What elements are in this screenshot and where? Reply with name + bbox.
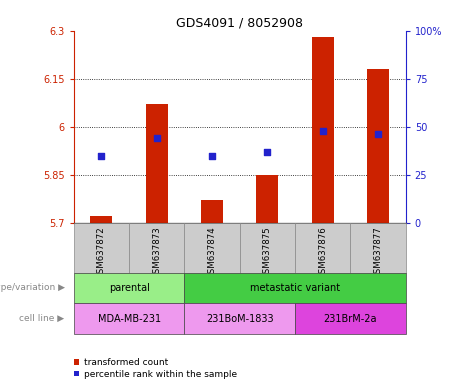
Text: cell line ▶: cell line ▶ (19, 314, 65, 323)
Text: transformed count: transformed count (84, 358, 168, 367)
Bar (184, 223, 240, 273)
Bar (295, 223, 350, 273)
Text: 231BrM-2a: 231BrM-2a (324, 314, 377, 324)
Point (153, 135, 160, 141)
Bar (129, 223, 184, 273)
Point (98, 152, 105, 159)
Bar (146, 104, 168, 223)
Bar (184, 273, 406, 303)
Text: metastatic variant: metastatic variant (250, 283, 340, 293)
Bar (350, 223, 406, 273)
Bar (201, 200, 223, 223)
Text: genotype/variation ▶: genotype/variation ▶ (0, 283, 65, 293)
Bar (367, 69, 389, 223)
Text: percentile rank within the sample: percentile rank within the sample (84, 370, 237, 379)
Text: GSM637874: GSM637874 (207, 227, 217, 280)
Text: GSM637873: GSM637873 (152, 227, 161, 280)
Point (264, 149, 271, 155)
Point (374, 131, 382, 137)
Point (208, 152, 216, 159)
Bar (74, 303, 184, 334)
Text: GSM637876: GSM637876 (318, 227, 327, 280)
Point (319, 127, 326, 134)
Text: GSM637872: GSM637872 (97, 227, 106, 280)
Bar (240, 223, 295, 273)
Bar (74, 223, 129, 273)
Bar (312, 37, 334, 223)
Bar (295, 303, 406, 334)
Bar (184, 303, 295, 334)
Bar (74, 273, 184, 303)
Bar (256, 175, 278, 223)
Bar (90, 216, 112, 223)
Text: parental: parental (109, 283, 149, 293)
Text: GSM637875: GSM637875 (263, 227, 272, 280)
Text: MDA-MB-231: MDA-MB-231 (98, 314, 160, 324)
Title: GDS4091 / 8052908: GDS4091 / 8052908 (176, 17, 303, 30)
Text: GSM637877: GSM637877 (373, 227, 383, 280)
Text: 231BoM-1833: 231BoM-1833 (206, 314, 273, 324)
